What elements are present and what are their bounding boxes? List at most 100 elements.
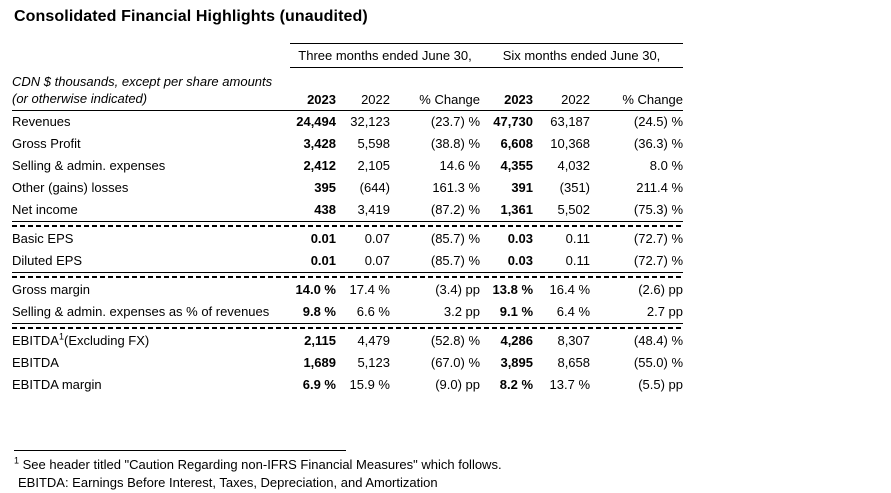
- cell-value: 438: [290, 198, 336, 222]
- footnote-reference-marker: 1: [58, 331, 64, 342]
- section-separator-row: [12, 221, 684, 228]
- cell-value: 211.4 %: [636, 179, 684, 195]
- cell-value: (48.4) %: [633, 332, 684, 348]
- cell-value: 4,355: [500, 157, 534, 173]
- cell-value: (23.7) %: [430, 113, 481, 129]
- cell-value: (85.7) %: [390, 249, 481, 273]
- cell-value: 1,361: [480, 198, 534, 222]
- cell-value: 3.2 pp: [390, 300, 481, 324]
- table-row: Basic EPS 0.01 0.07 (85.7) % 0.03 0.11 (72.7) …: [12, 228, 683, 250]
- table-row: Revenues 24,494 32,123 (23.7) % 47,730 63,187…: [12, 110, 683, 133]
- dashed-divider: [12, 326, 684, 329]
- row-label: EBITDA1(Excluding FX): [12, 330, 290, 352]
- row-label: Other (gains) losses: [12, 179, 129, 195]
- cell-value: 0.07: [364, 230, 390, 246]
- cell-value: (644): [359, 179, 390, 195]
- period-group-six-months: Six months ended June 30,: [480, 43, 684, 68]
- period-group-three-months: Three months ended June 30,: [290, 43, 481, 68]
- footnotes: 1 See header titled "Caution Regarding n…: [14, 456, 891, 491]
- cell-value: 10,368: [550, 135, 591, 151]
- cell-value: (85.7) %: [430, 230, 481, 246]
- cell-value: (38.8) %: [430, 135, 481, 151]
- footnote-1: 1 See header titled "Caution Regarding n…: [14, 456, 891, 473]
- units-note-line1: CDN $ thousands, except per share amount…: [12, 73, 273, 89]
- column-header-2022-h: 2022: [533, 67, 591, 111]
- cell-value: 0.03: [480, 249, 534, 273]
- table-row: Other (gains) losses 395 (644) 161.3 % 391 (3…: [12, 177, 683, 199]
- cell-value: 2,105: [357, 157, 390, 173]
- cell-value: 4,032: [557, 157, 591, 173]
- cell-value: 1,689: [303, 354, 336, 370]
- column-header-2023-h: 2023: [480, 67, 534, 111]
- footnote-1-marker: 1: [14, 455, 20, 466]
- table-row: Net income 438 3,419 (87.2) % 1,361 5,502 (75.…: [12, 198, 684, 222]
- units-note: CDN $ thousands, except per share amount…: [12, 67, 290, 111]
- cell-value: 0.03: [507, 230, 534, 246]
- cell-value: 0.01: [290, 249, 336, 273]
- cell-value: 8,658: [557, 354, 591, 370]
- cell-value: 6.6 %: [336, 300, 390, 324]
- cell-value: 0.11: [565, 230, 591, 246]
- cell-value: 395: [314, 179, 336, 195]
- cell-value: 2.7 pp: [590, 300, 684, 324]
- footnote-2-text: EBITDA: Earnings Before Interest, Taxes,…: [18, 474, 438, 490]
- page-title: Consolidated Financial Highlights (unaud…: [14, 8, 368, 25]
- cell-value: (351): [559, 179, 591, 195]
- cell-value: (3.4) pp: [435, 281, 481, 297]
- section-separator-row: [12, 323, 684, 330]
- period-group-row: Three months ended June 30, Six months e…: [12, 43, 684, 68]
- column-header-row: CDN $ thousands, except per share amount…: [12, 67, 684, 111]
- table-row: Diluted EPS 0.01 0.07 (85.7) % 0.03 0.11 (72.7…: [12, 249, 684, 273]
- cell-value: (36.3) %: [633, 135, 684, 151]
- row-label: Net income: [12, 198, 290, 222]
- column-header-2023-q: 2023: [290, 67, 336, 111]
- cell-value: 8,307: [557, 332, 591, 348]
- row-label: Revenues: [12, 113, 71, 129]
- row-label: Diluted EPS: [12, 249, 290, 273]
- period-group-spacer: [12, 44, 290, 68]
- cell-value: (5.5) pp: [638, 376, 684, 392]
- cell-value: 63,187: [550, 113, 591, 129]
- cell-value: 14.0 %: [295, 281, 336, 297]
- cell-value: 24,494: [296, 113, 336, 129]
- row-label: Basic EPS: [12, 230, 74, 246]
- column-header-pct-change-q: % Change: [390, 67, 481, 111]
- cell-value: (72.7) %: [633, 230, 684, 246]
- cell-value: 15.9 %: [349, 376, 390, 392]
- cell-value: 8.0 %: [649, 157, 684, 173]
- financial-highlights-table: Three months ended June 30, Six months e…: [12, 43, 684, 396]
- table-row: EBITDA 1,689 5,123 (67.0) % 3,895 8,658 (55.0)…: [12, 352, 683, 374]
- cell-value: 8.2 %: [499, 376, 534, 392]
- cell-value: 5,502: [533, 198, 591, 222]
- cell-value: 3,895: [500, 354, 534, 370]
- table-row: Gross Profit 3,428 5,598 (38.8) % 6,608 10,36…: [12, 133, 683, 155]
- cell-value: 2,412: [303, 157, 336, 173]
- cell-value: (55.0) %: [633, 354, 684, 370]
- row-label-text: EBITDA: [12, 332, 59, 348]
- row-label: Selling & admin. expenses: [12, 157, 166, 173]
- cell-value: (67.0) %: [430, 354, 481, 370]
- cell-value: 4,479: [357, 332, 390, 348]
- table-row: Selling & admin. expenses as % of revenu…: [12, 300, 684, 324]
- cell-value: 9.1 %: [480, 300, 534, 324]
- cell-value: 2,115: [304, 332, 336, 348]
- cell-value: 3,419: [336, 198, 390, 222]
- table-row: EBITDA margin 6.9 % 15.9 % (9.0) pp 8.2 % 13.…: [12, 374, 683, 396]
- cell-value: 17.4 %: [349, 281, 390, 297]
- table-row: EBITDA1(Excluding FX) 2,115 4,479 (52.8) % 4…: [12, 330, 683, 352]
- section-separator-row: [12, 272, 684, 279]
- row-label: EBITDA margin: [12, 376, 102, 392]
- footnote-2: EBITDA: Earnings Before Interest, Taxes,…: [18, 474, 891, 491]
- column-header-pct-change-h: % Change: [590, 67, 684, 111]
- cell-value: 6.4 %: [533, 300, 591, 324]
- cell-value: (72.7) %: [590, 249, 684, 273]
- cell-value: 3,428: [303, 135, 336, 151]
- cell-value: (24.5) %: [633, 113, 684, 129]
- footnote-1-text: See header titled "Caution Regarding non…: [22, 456, 502, 472]
- cell-value: 13.8 %: [492, 281, 534, 297]
- cell-value: 4,286: [500, 332, 534, 348]
- dashed-divider: [12, 275, 684, 278]
- cell-value: 14.6 %: [439, 157, 481, 173]
- cell-value: 5,598: [357, 135, 390, 151]
- cell-value: 6,608: [500, 135, 534, 151]
